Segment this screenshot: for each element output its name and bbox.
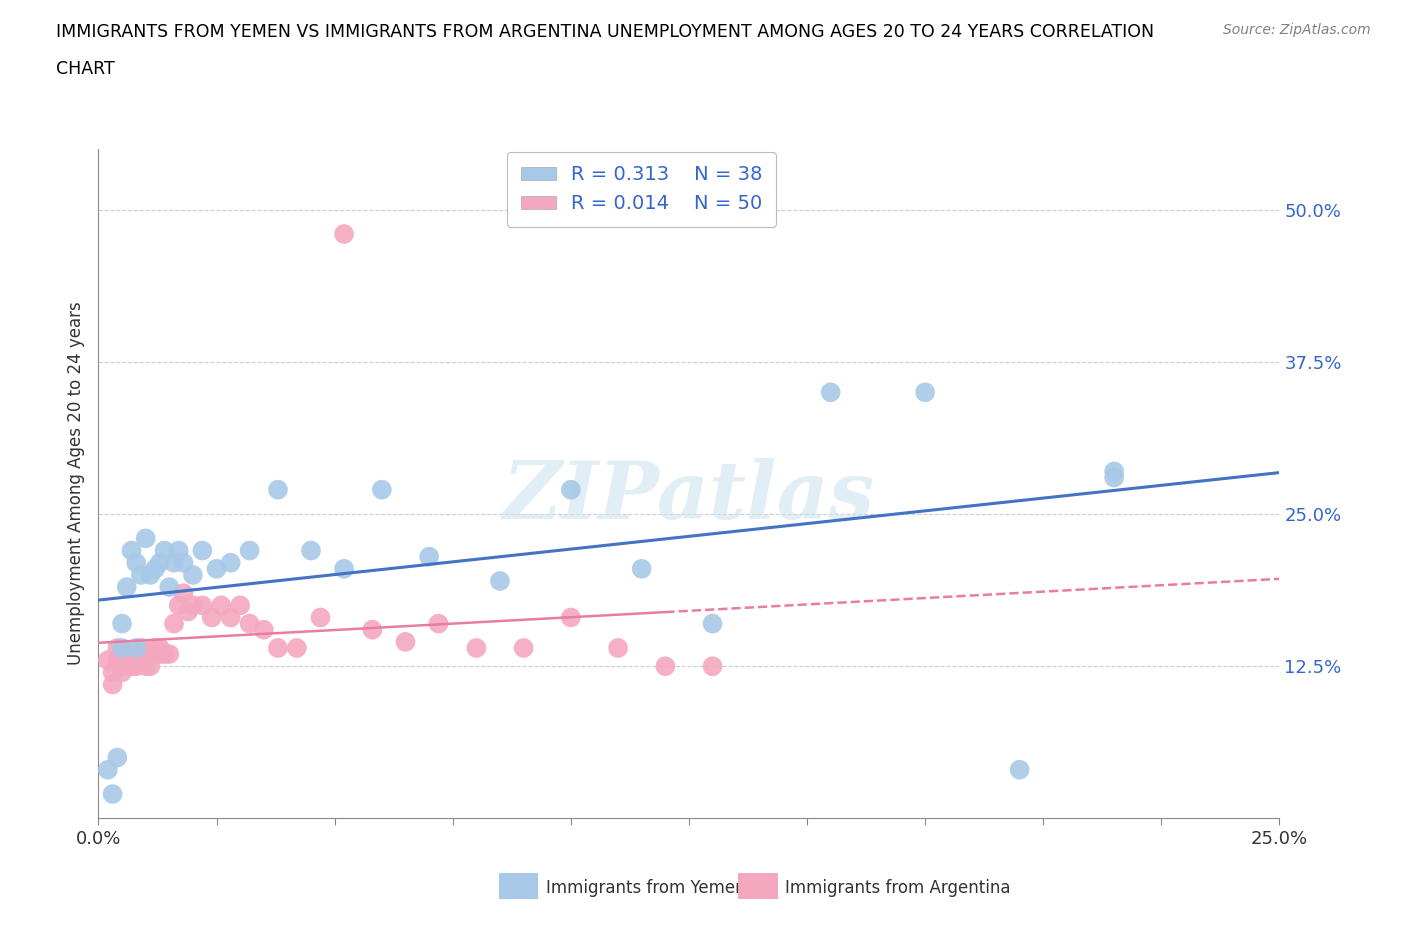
Point xyxy=(201,610,224,625)
Point xyxy=(97,653,120,668)
Point xyxy=(654,658,676,673)
Point xyxy=(125,555,148,570)
Point xyxy=(153,543,176,558)
Point xyxy=(191,543,214,558)
Point xyxy=(101,787,124,802)
Point xyxy=(512,641,534,656)
Legend: R = 0.313    N = 38, R = 0.014    N = 50: R = 0.313 N = 38, R = 0.014 N = 50 xyxy=(508,152,776,227)
Point xyxy=(163,617,186,631)
Point xyxy=(267,483,290,498)
Point xyxy=(149,646,172,661)
Point xyxy=(163,555,186,570)
Point xyxy=(630,562,652,577)
Point xyxy=(181,598,204,613)
Point xyxy=(1008,763,1031,777)
Point xyxy=(191,598,214,613)
Point xyxy=(157,646,180,661)
Point xyxy=(239,543,262,558)
Point xyxy=(209,598,232,613)
Point xyxy=(361,622,384,637)
Point xyxy=(418,550,440,565)
Point xyxy=(105,751,128,765)
Point xyxy=(239,617,262,631)
Point xyxy=(115,653,138,668)
Point xyxy=(702,617,724,631)
Point xyxy=(121,646,143,661)
Point xyxy=(219,610,242,625)
Point xyxy=(111,617,134,631)
Point xyxy=(219,555,242,570)
Y-axis label: Unemployment Among Ages 20 to 24 years: Unemployment Among Ages 20 to 24 years xyxy=(66,301,84,666)
Point xyxy=(125,658,148,673)
Point xyxy=(125,653,148,668)
Text: IMMIGRANTS FROM YEMEN VS IMMIGRANTS FROM ARGENTINA UNEMPLOYMENT AMONG AGES 20 TO: IMMIGRANTS FROM YEMEN VS IMMIGRANTS FROM… xyxy=(56,23,1154,41)
Point xyxy=(229,598,252,613)
Point xyxy=(333,227,356,242)
Point xyxy=(129,641,152,656)
Point xyxy=(1102,470,1125,485)
Point xyxy=(111,665,134,680)
Point xyxy=(135,531,157,546)
Point xyxy=(143,641,166,656)
Point xyxy=(97,763,120,777)
Point xyxy=(149,555,172,570)
Point xyxy=(135,646,157,661)
Point xyxy=(139,567,162,582)
Point xyxy=(560,483,582,498)
Point xyxy=(149,641,172,656)
Point xyxy=(560,610,582,625)
Point xyxy=(394,634,416,649)
Point xyxy=(914,385,936,400)
Point xyxy=(153,646,176,661)
Point xyxy=(465,641,488,656)
Point xyxy=(121,543,143,558)
Point xyxy=(101,677,124,692)
Point xyxy=(115,646,138,661)
Point xyxy=(309,610,332,625)
Point xyxy=(205,562,228,577)
Text: Immigrants from Yemen: Immigrants from Yemen xyxy=(546,879,745,897)
Point xyxy=(285,641,308,656)
Point xyxy=(101,665,124,680)
Point xyxy=(143,562,166,577)
Point xyxy=(172,586,194,601)
Point xyxy=(607,641,630,656)
Point xyxy=(820,385,842,400)
Point xyxy=(299,543,322,558)
Point xyxy=(157,579,180,594)
Point xyxy=(105,653,128,668)
Point xyxy=(115,579,138,594)
Point xyxy=(139,658,162,673)
Point xyxy=(172,555,194,570)
Point xyxy=(333,562,356,577)
Point xyxy=(702,658,724,673)
Point xyxy=(111,646,134,661)
Point xyxy=(489,574,512,589)
Point xyxy=(105,641,128,656)
Point xyxy=(267,641,290,656)
Text: ZIPatlas: ZIPatlas xyxy=(503,458,875,536)
Point xyxy=(427,617,450,631)
Point xyxy=(139,646,162,661)
Point xyxy=(129,646,152,661)
Point xyxy=(111,658,134,673)
Point xyxy=(135,658,157,673)
Point xyxy=(125,641,148,656)
Text: Immigrants from Argentina: Immigrants from Argentina xyxy=(785,879,1010,897)
Text: CHART: CHART xyxy=(56,60,115,78)
Point xyxy=(167,598,190,613)
Point xyxy=(1102,464,1125,479)
Point xyxy=(111,641,134,656)
Point xyxy=(371,483,394,498)
Point xyxy=(177,604,200,618)
Point xyxy=(121,658,143,673)
Point xyxy=(129,567,152,582)
Point xyxy=(253,622,276,637)
Point xyxy=(181,567,204,582)
Text: Source: ZipAtlas.com: Source: ZipAtlas.com xyxy=(1223,23,1371,37)
Point xyxy=(167,543,190,558)
